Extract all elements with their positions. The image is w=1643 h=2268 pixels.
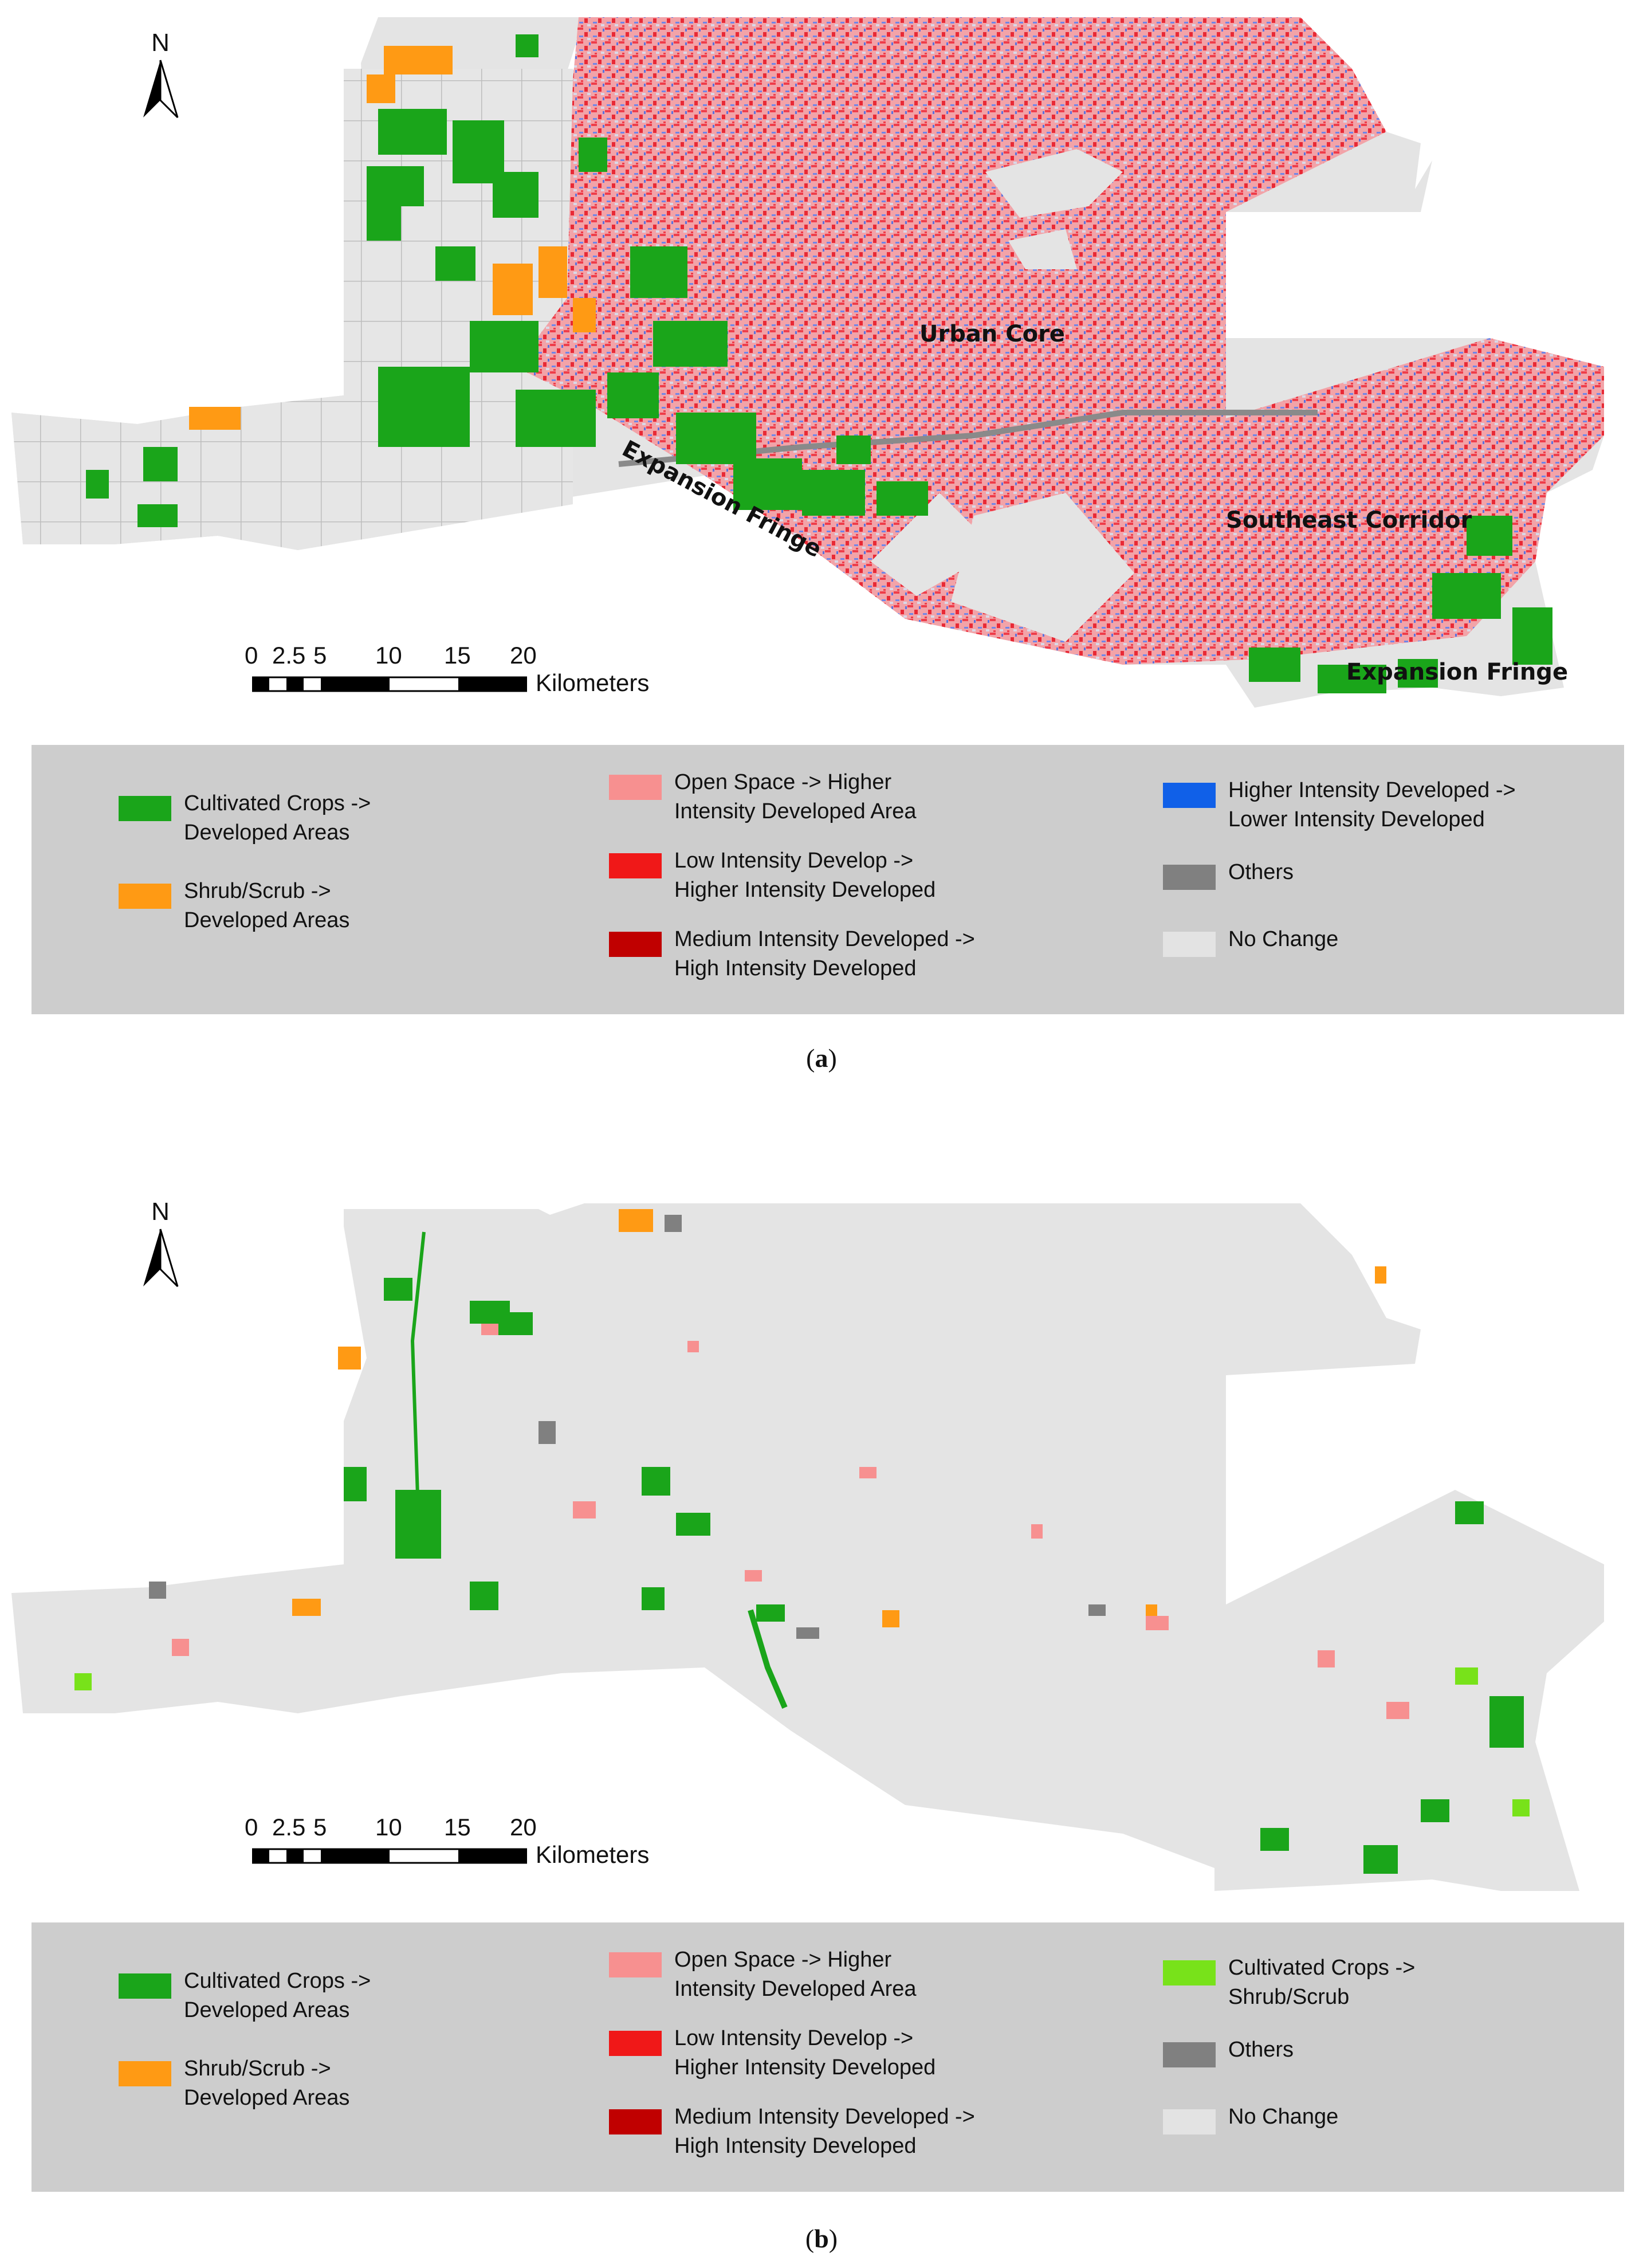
- scale-tick-3: 10: [375, 1814, 402, 1841]
- scale-tick-2: 5: [313, 642, 327, 669]
- legend-swatch: [609, 932, 662, 957]
- legend-b-item-1: Shrub/Scrub -> Developed Areas: [119, 2054, 349, 2113]
- caption-b: (b): [805, 2224, 838, 2253]
- legend-swatch: [609, 1952, 662, 1977]
- scale-tick-0: 0: [245, 1814, 258, 1841]
- region-outline: [11, 1203, 1604, 1897]
- north-label: N: [151, 29, 170, 57]
- legend-b-item-3: Low Intensity Develop -> Higher Intensit…: [609, 2024, 936, 2082]
- legend-label: Others: [1228, 860, 1294, 884]
- legend-a-item-6: Others: [1163, 858, 1294, 890]
- legend-a-item-0: Cultivated Crops -> Developed Areas: [119, 789, 371, 847]
- cultivated-patches: [86, 34, 1552, 693]
- map-a-svg: [11, 17, 1604, 708]
- scale-tick-3: 10: [375, 642, 402, 669]
- scale-tick-5: 20: [510, 642, 537, 669]
- legend-label: Open Space -> Higher Intensity Developed…: [674, 770, 917, 823]
- legend-swatch: [609, 2031, 662, 2056]
- legend-label: Open Space -> Higher Intensity Developed…: [674, 1948, 917, 2001]
- legend-swatch: [119, 2061, 171, 2086]
- legend-label: Cultivated Crops -> Shrub/Scrub: [1228, 1956, 1416, 2009]
- legend-label: Low Intensity Develop -> Higher Intensit…: [674, 849, 936, 902]
- cultivated-to-shrub-patches: [74, 1667, 1530, 1816]
- legend-a-item-3: Low Intensity Develop -> Higher Intensit…: [609, 846, 936, 905]
- legend-swatch: [1163, 932, 1216, 957]
- legend-a-item-1: Shrub/Scrub -> Developed Areas: [119, 877, 349, 935]
- legend-swatch: [609, 2109, 662, 2134]
- legend-label: No Change: [1228, 927, 1339, 951]
- legend-swatch: [119, 796, 171, 821]
- legend-swatch: [1163, 2109, 1216, 2134]
- legend-label: Shrub/Scrub -> Developed Areas: [184, 2057, 350, 2110]
- legend-swatch: [119, 884, 171, 909]
- legend-b-item-0: Cultivated Crops -> Developed Areas: [119, 1967, 371, 2025]
- label-southeast-corridor: Southeast Corridor: [1226, 507, 1472, 533]
- legend-swatch: [609, 775, 662, 800]
- label-urban-core: Urban Core: [919, 321, 1065, 347]
- scale-tick-5: 20: [510, 1814, 537, 1841]
- legend-label: Cultivated Crops -> Developed Areas: [184, 1969, 371, 2022]
- legend-label: Shrub/Scrub -> Developed Areas: [184, 879, 350, 932]
- north-arrow: N: [126, 29, 195, 123]
- label-expansion-fringe-2: Expansion Fringe: [1346, 659, 1569, 685]
- legend-swatch: [1163, 783, 1216, 808]
- legend-swatch: [609, 853, 662, 878]
- legend-b-item-6: Others: [1163, 2035, 1294, 2067]
- legend-label: Higher Intensity Developed -> Lower Inte…: [1228, 778, 1516, 831]
- legend-label: Low Intensity Develop -> Higher Intensit…: [674, 2026, 936, 2079]
- scale-tick-2: 5: [313, 1814, 327, 1841]
- map-panel-b: N 0 2.5 5 10 15 20 Kilometers: [0, 1169, 1643, 1897]
- legend-b-item-5: Cultivated Crops -> Shrub/Scrub: [1163, 1953, 1415, 2012]
- scale-unit: Kilometers: [536, 1841, 650, 1868]
- legend-label: No Change: [1228, 2105, 1339, 2129]
- map-b-svg: [11, 1203, 1604, 1897]
- scale-tick-1: 2.5: [272, 642, 306, 669]
- scale-tick-4: 15: [444, 642, 471, 669]
- legend-a-item-4: Medium Intensity Developed -> High Inten…: [609, 925, 975, 983]
- scale-tick-0: 0: [245, 642, 258, 669]
- legend-b-item-7: No Change: [1163, 2102, 1338, 2134]
- legend-swatch: [1163, 865, 1216, 890]
- legend-b: Cultivated Crops -> Developed Areas Shru…: [32, 1922, 1624, 2192]
- legend-swatch: [119, 1973, 171, 1999]
- legend-label: Medium Intensity Developed -> High Inten…: [674, 2105, 975, 2158]
- legend-a-item-5: Higher Intensity Developed -> Lower Inte…: [1163, 776, 1516, 834]
- legend-label: Cultivated Crops -> Developed Areas: [184, 791, 371, 845]
- legend-b-item-4: Medium Intensity Developed -> High Inten…: [609, 2102, 975, 2161]
- shrub-patches: [292, 1209, 1386, 1627]
- map-panel-a: N Urban Core Expansion Fringe Southeast …: [0, 0, 1643, 722]
- legend-a: Cultivated Crops -> Developed Areas Shru…: [32, 745, 1624, 1014]
- scale-tick-1: 2.5: [272, 1814, 306, 1841]
- caption-a: (a): [806, 1043, 837, 1073]
- caption-a-letter: a: [815, 1043, 828, 1073]
- caption-b-letter: b: [814, 2224, 829, 2253]
- legend-a-item-2: Open Space -> Higher Intensity Developed…: [609, 768, 917, 826]
- north-arrow: N: [126, 1198, 195, 1292]
- legend-label: Others: [1228, 2038, 1294, 2062]
- scale-tick-4: 15: [444, 1814, 471, 1841]
- legend-swatch: [1163, 1960, 1216, 1986]
- north-arrow-icon: [143, 60, 179, 119]
- legend-b-item-2: Open Space -> Higher Intensity Developed…: [609, 1945, 917, 2004]
- others-patches: [149, 1215, 1106, 1639]
- scale-unit: Kilometers: [536, 669, 650, 696]
- legend-label: Medium Intensity Developed -> High Inten…: [674, 927, 975, 980]
- north-label: N: [151, 1198, 170, 1226]
- legend-swatch: [1163, 2042, 1216, 2067]
- north-arrow-icon: [143, 1229, 179, 1288]
- legend-a-item-7: No Change: [1163, 925, 1338, 957]
- shrub-patches: [189, 46, 596, 430]
